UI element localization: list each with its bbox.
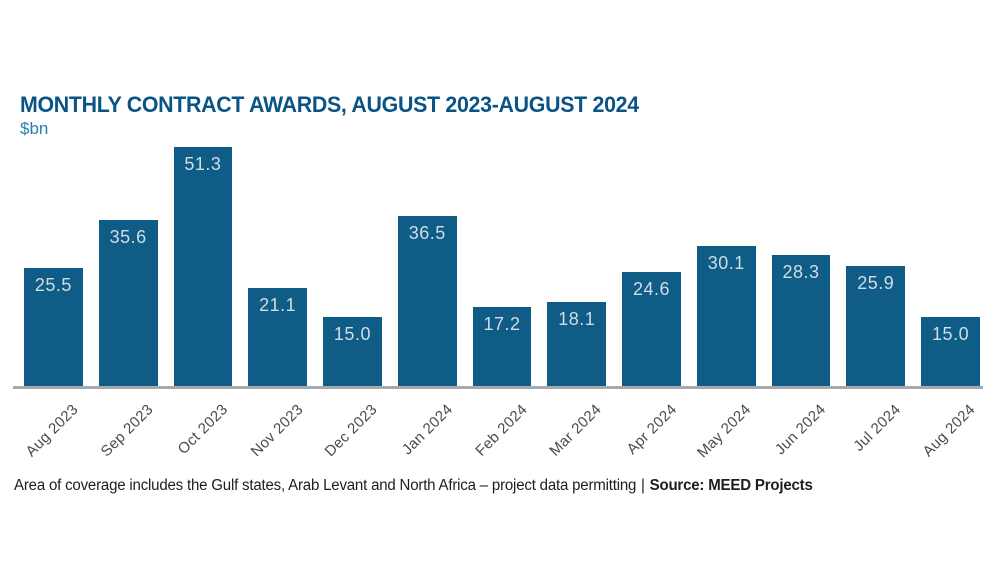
x-axis-label: Oct 2023	[174, 401, 232, 458]
x-label-slot: Aug 2023	[22, 392, 83, 477]
bar-slot: 28.3	[771, 147, 831, 387]
bar-value-label: 24.6	[632, 279, 671, 299]
x-label-slot: Nov 2023	[247, 392, 307, 477]
bar-value-label: 18.1	[558, 309, 596, 329]
bar-value-label: 28.3	[782, 262, 820, 282]
bar-value-label: 30.1	[707, 253, 745, 273]
x-label-slot: Jul 2024	[846, 392, 905, 477]
bar-nov-2023: 21.1	[248, 288, 308, 387]
bar-value-label: 35.6	[109, 227, 147, 247]
bar-feb-2024: 17.2	[472, 307, 532, 387]
x-label-slot: Oct 2023	[174, 392, 233, 477]
bar-slot: 17.2	[472, 147, 532, 387]
x-axis-label: Feb 2024	[471, 401, 531, 460]
x-axis-label: Aug 2023	[22, 401, 82, 461]
bar-slot: 21.1	[248, 147, 308, 387]
footer-note: Area of coverage includes the Gulf state…	[14, 477, 813, 495]
bar-slot: 51.3	[173, 147, 233, 387]
x-axis-label: Mar 2024	[546, 401, 606, 460]
bar-slot: 30.1	[696, 147, 756, 387]
x-label-slot: Feb 2024	[471, 392, 532, 477]
bar-sep-2023: 35.6	[98, 220, 158, 387]
source-credit: Source: MEED Projects	[649, 477, 813, 494]
x-axis-label: May 2024	[694, 401, 755, 462]
y-axis-unit-label: $bn	[20, 119, 49, 138]
footer-separator: |	[641, 477, 645, 494]
bar-oct-2023: 51.3	[173, 147, 233, 387]
bar-mar-2024: 18.1	[547, 302, 607, 387]
coverage-note: Area of coverage includes the Gulf state…	[14, 477, 637, 494]
bar-slot: 25.5	[24, 147, 83, 387]
bar-value-label: 36.5	[408, 223, 446, 243]
bar-value-label: 15.0	[932, 324, 970, 344]
x-label-slot: Jun 2024	[772, 392, 831, 477]
x-axis-label: Apr 2024	[623, 401, 680, 458]
x-axis-label: Aug 2024	[919, 401, 980, 461]
bar-slot: 25.9	[846, 147, 906, 387]
bar-dec-2023: 15.0	[323, 317, 382, 387]
x-axis-label: Dec 2023	[321, 401, 381, 461]
bar-apr-2024: 24.6	[622, 272, 681, 387]
bar-slot: 15.0	[921, 147, 980, 387]
bar-may-2024: 30.1	[696, 246, 756, 387]
bar-aug-2023: 25.5	[24, 268, 83, 387]
x-label-slot: Apr 2024	[622, 392, 681, 477]
x-axis-label: Sep 2023	[97, 401, 157, 461]
bar-value-label: 25.5	[34, 275, 72, 295]
x-axis-label: Jul 2024	[850, 401, 905, 455]
x-label-slot: Sep 2023	[97, 392, 158, 477]
bar-value-label: 21.1	[259, 295, 297, 315]
bar-slot: 18.1	[547, 147, 607, 387]
x-label-slot: May 2024	[694, 392, 756, 477]
chart-title: MONTHLY CONTRACT AWARDS, AUGUST 2023-AUG…	[20, 92, 639, 117]
bar-value-label: 25.9	[857, 273, 895, 293]
bar-slot: 24.6	[622, 147, 681, 387]
x-axis-label: Nov 2023	[247, 401, 307, 461]
x-label-slot: Jan 2024	[398, 392, 457, 477]
bar-slot: 35.6	[98, 147, 158, 387]
bar-jul-2024: 25.9	[846, 266, 906, 387]
bar-aug-2024: 15.0	[921, 317, 980, 387]
bar-slot: 15.0	[323, 147, 382, 387]
x-axis-label: Jan 2024	[398, 401, 456, 459]
bar-value-label: 15.0	[333, 324, 371, 344]
bar-value-label: 17.2	[483, 314, 521, 334]
x-label-slot: Dec 2023	[321, 392, 382, 477]
x-label-slot: Aug 2024	[919, 392, 980, 477]
x-axis-line	[13, 386, 983, 389]
bar-value-label: 51.3	[184, 154, 222, 174]
x-axis-label: Jun 2024	[772, 401, 830, 459]
bars-row: 25.5 35.6 51.3 21.1 15.0 36.5 17.2 18.1 24.6 30.1…	[24, 147, 980, 387]
x-labels-row: Aug 2023 Sep 2023 Oct 2023 Nov 2023 Dec 2023…	[22, 392, 980, 477]
bar-slot: 36.5	[397, 147, 457, 387]
x-label-slot: Mar 2024	[547, 392, 606, 477]
bar-jun-2024: 28.3	[771, 255, 831, 387]
bar-jan-2024: 36.5	[397, 216, 457, 387]
